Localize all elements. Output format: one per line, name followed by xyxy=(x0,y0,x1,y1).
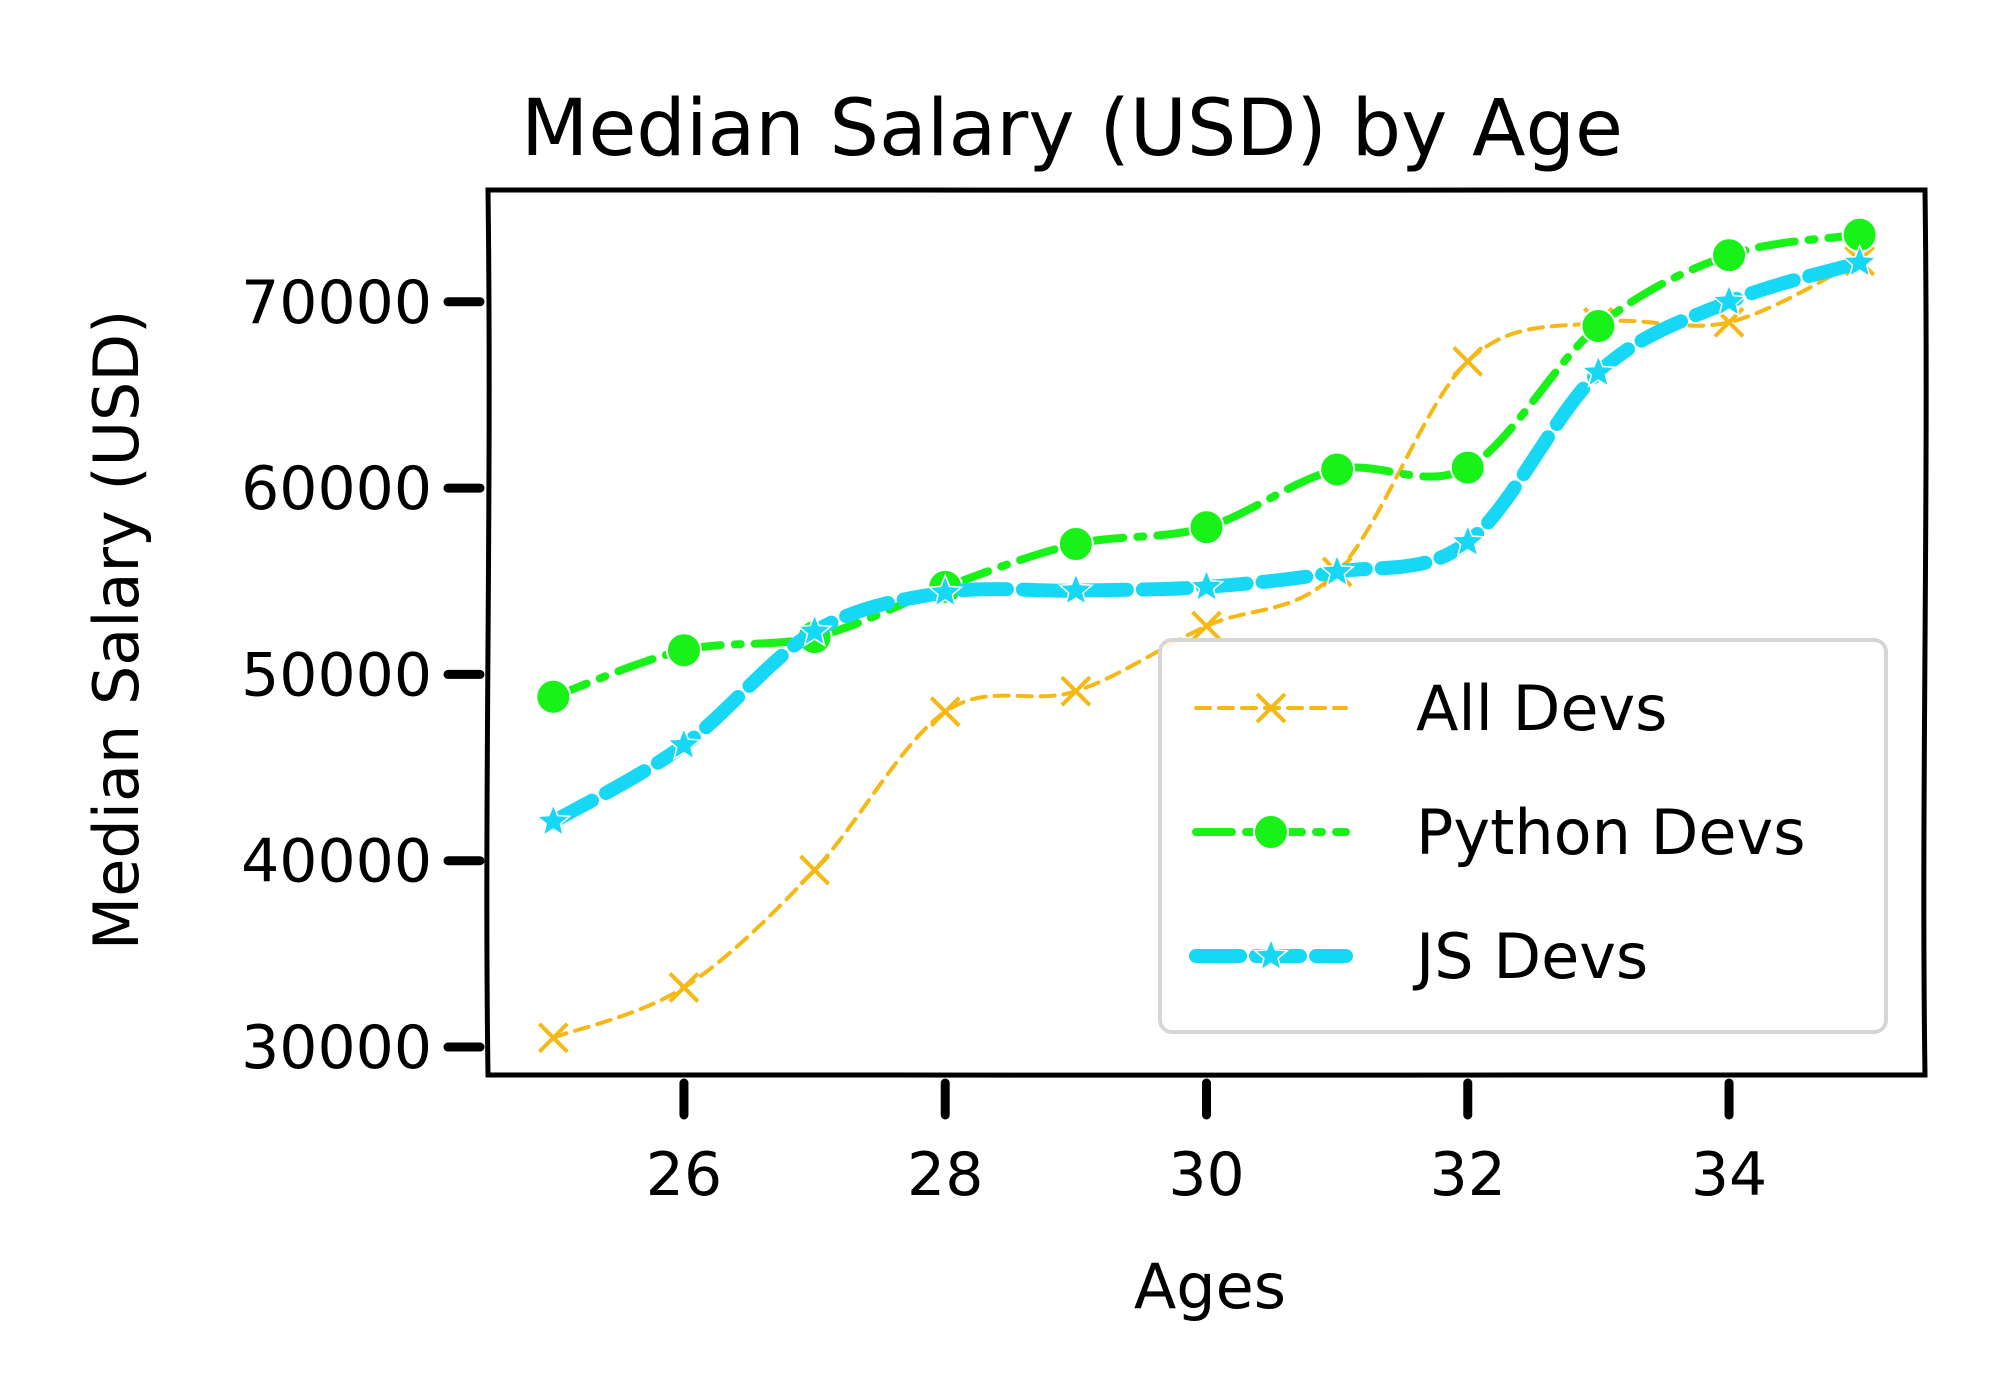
data-point-all-devs xyxy=(1060,675,1092,707)
x-ticks: 26 28 30 32 34 xyxy=(646,1078,1767,1210)
legend-label-js-devs: JS Devs xyxy=(1412,920,1648,993)
data-point-js-devs xyxy=(796,612,833,647)
data-point-js-devs xyxy=(1841,243,1878,279)
axes-border xyxy=(484,186,1929,1079)
legend-marker-all-devs xyxy=(1255,692,1287,724)
data-point-python-devs xyxy=(1711,237,1748,274)
data-point-python-devs xyxy=(1449,449,1486,486)
data-point-all-devs xyxy=(1452,345,1484,377)
x-tick-label: 34 xyxy=(1691,1140,1767,1210)
data-point-all-devs xyxy=(537,1022,569,1054)
x-tick-label: 30 xyxy=(1168,1140,1244,1210)
legend-marker-js-devs xyxy=(1252,936,1290,972)
legend-marker-python-devs xyxy=(1253,814,1289,850)
x-tick-label: 26 xyxy=(646,1140,722,1210)
y-axis-label: Median Salary (USD) xyxy=(80,310,153,951)
data-point-python-devs xyxy=(1319,451,1356,488)
legend-label-python-devs: Python Devs xyxy=(1416,796,1806,869)
data-point-python-devs xyxy=(665,632,702,669)
legend-box xyxy=(1158,638,1888,1034)
data-point-all-devs xyxy=(929,696,961,728)
y-tick-label: 30000 xyxy=(241,1013,432,1083)
legend-label-all-devs: All Devs xyxy=(1416,672,1667,745)
data-point-js-devs xyxy=(927,573,964,608)
data-point-python-devs xyxy=(535,678,572,715)
y-tick-label: 70000 xyxy=(241,268,432,338)
data-point-js-devs xyxy=(1580,353,1617,388)
x-axis-label: Ages xyxy=(1134,1250,1286,1323)
y-tick-label: 40000 xyxy=(241,827,432,897)
data-point-python-devs xyxy=(1188,509,1225,546)
data-point-js-devs xyxy=(1319,552,1356,588)
y-tick-label: 60000 xyxy=(241,454,432,524)
data-point-js-devs xyxy=(1188,567,1225,603)
data-point-js-devs xyxy=(1711,282,1748,318)
series-layer xyxy=(535,216,1878,1054)
data-point-python-devs xyxy=(1057,526,1094,562)
series-line-python-devs xyxy=(549,230,1864,701)
data-point-js-devs xyxy=(665,726,703,761)
data-point-all-devs xyxy=(1191,610,1222,642)
y-ticks: 30000 40000 50000 60000 70000 xyxy=(241,268,485,1083)
data-point-all-devs xyxy=(799,854,831,886)
y-tick-label: 50000 xyxy=(241,640,432,710)
plot-frame xyxy=(484,186,1929,1079)
x-tick-label: 28 xyxy=(907,1140,983,1210)
data-point-js-devs xyxy=(1449,523,1486,558)
data-point-js-devs xyxy=(535,802,572,838)
legend: All Devs Python Devs JS Devs xyxy=(1158,638,1888,1034)
series-line-all-devs xyxy=(551,258,1862,1040)
chart-title: Median Salary (USD) by Age xyxy=(521,84,1623,174)
x-tick-label: 32 xyxy=(1430,1140,1506,1210)
data-point-js-devs xyxy=(1057,571,1094,606)
data-point-python-devs xyxy=(1580,308,1617,345)
legend-entries: All Devs Python Devs JS Devs xyxy=(1189,672,1806,993)
data-point-all-devs xyxy=(668,972,700,1003)
